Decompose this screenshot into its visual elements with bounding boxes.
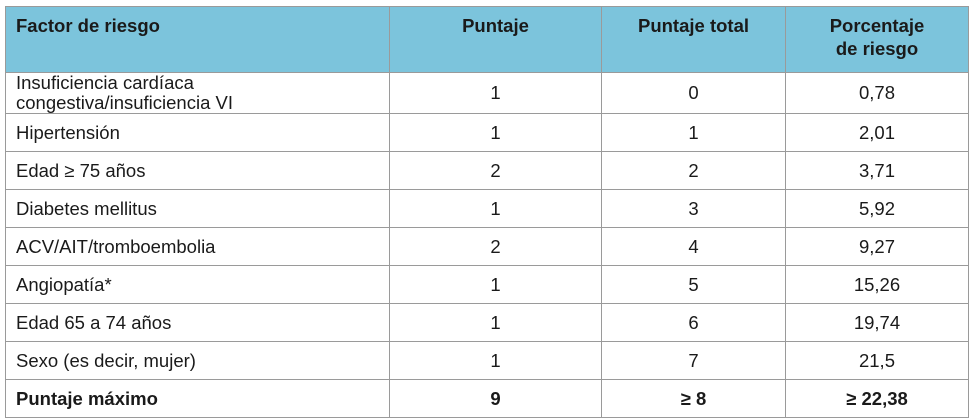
cell-factor: Angiopatía*	[5, 265, 390, 304]
total-puntaje-total: ≥ 8	[601, 379, 786, 418]
table-header: Factor de riesgo Puntaje Puntaje total P…	[5, 6, 969, 73]
table-row: Edad 65 a 74 años 1 6 19,74	[5, 303, 969, 342]
cell-puntaje-total: 5	[601, 265, 786, 304]
header-puntaje: Puntaje	[389, 6, 602, 73]
cell-factor: Hipertensión	[5, 113, 390, 152]
total-factor: Puntaje máximo	[5, 379, 390, 418]
cell-factor: Sexo (es decir, mujer)	[5, 341, 390, 380]
cell-puntaje-total: 4	[601, 227, 786, 266]
table-row: Diabetes mellitus 1 3 5,92	[5, 189, 969, 228]
cell-puntaje: 1	[389, 341, 602, 380]
cell-porcentaje: 15,26	[785, 265, 969, 304]
cell-porcentaje: 0,78	[785, 72, 969, 114]
cell-factor: Edad 65 a 74 años	[5, 303, 390, 342]
cell-porcentaje: 9,27	[785, 227, 969, 266]
header-porcentaje-line1: Porcentaje	[829, 15, 925, 36]
cell-puntaje: 1	[389, 189, 602, 228]
cell-puntaje-total: 3	[601, 189, 786, 228]
cell-puntaje: 1	[389, 265, 602, 304]
table-body: Insuficiencia cardíaca congestiva/insufi…	[5, 72, 969, 418]
cell-puntaje: 1	[389, 113, 602, 152]
cell-puntaje-total: 6	[601, 303, 786, 342]
table-row: Insuficiencia cardíaca congestiva/insufi…	[5, 72, 969, 114]
cell-porcentaje: 3,71	[785, 151, 969, 190]
cell-puntaje: 1	[389, 72, 602, 114]
cell-puntaje-total: 2	[601, 151, 786, 190]
header-porcentaje: Porcentaje de riesgo	[785, 6, 969, 73]
cell-factor: Diabetes mellitus	[5, 189, 390, 228]
cell-puntaje: 2	[389, 227, 602, 266]
table-row: Angiopatía* 1 5 15,26	[5, 265, 969, 304]
table-row: ACV/AIT/tromboembolia 2 4 9,27	[5, 227, 969, 266]
header-puntaje-total: Puntaje total	[601, 6, 786, 73]
cell-puntaje: 1	[389, 303, 602, 342]
cell-porcentaje: 19,74	[785, 303, 969, 342]
cell-porcentaje: 21,5	[785, 341, 969, 380]
cell-porcentaje: 2,01	[785, 113, 969, 152]
total-row: Puntaje máximo 9 ≥ 8 ≥ 22,38	[5, 379, 969, 418]
cell-puntaje-total: 0	[601, 72, 786, 114]
risk-factor-table: Factor de riesgo Puntaje Puntaje total P…	[5, 6, 969, 418]
total-puntaje: 9	[389, 379, 602, 418]
cell-puntaje-total: 7	[601, 341, 786, 380]
cell-porcentaje: 5,92	[785, 189, 969, 228]
cell-puntaje: 2	[389, 151, 602, 190]
cell-factor: Edad ≥ 75 años	[5, 151, 390, 190]
cell-factor: Insuficiencia cardíaca congestiva/insufi…	[5, 72, 390, 114]
cell-puntaje-total: 1	[601, 113, 786, 152]
table-row: Edad ≥ 75 años 2 2 3,71	[5, 151, 969, 190]
total-porcentaje: ≥ 22,38	[785, 379, 969, 418]
cell-factor: ACV/AIT/tromboembolia	[5, 227, 390, 266]
header-porcentaje-line2: de riesgo	[835, 38, 919, 59]
header-row: Factor de riesgo Puntaje Puntaje total P…	[5, 6, 969, 73]
header-factor: Factor de riesgo	[5, 6, 390, 73]
table-row: Sexo (es decir, mujer) 1 7 21,5	[5, 341, 969, 380]
table-row: Hipertensión 1 1 2,01	[5, 113, 969, 152]
